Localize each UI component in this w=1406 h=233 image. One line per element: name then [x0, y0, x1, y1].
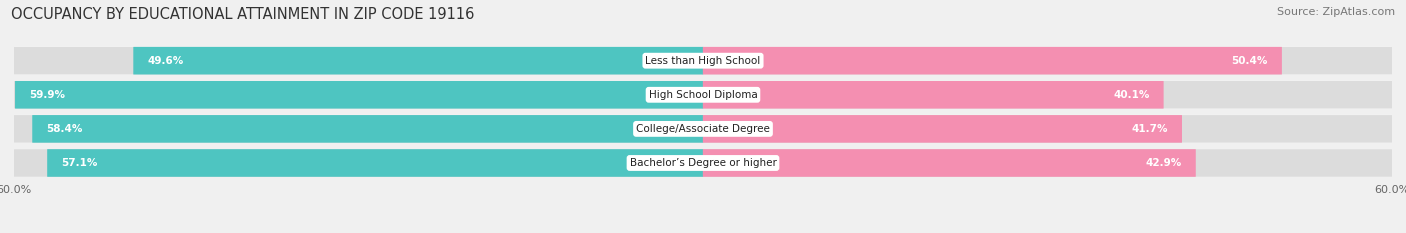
Text: 42.9%: 42.9%: [1146, 158, 1182, 168]
FancyBboxPatch shape: [703, 47, 1282, 75]
FancyBboxPatch shape: [14, 81, 1392, 109]
FancyBboxPatch shape: [703, 115, 1182, 143]
FancyBboxPatch shape: [14, 81, 703, 109]
Text: Less than High School: Less than High School: [645, 56, 761, 66]
FancyBboxPatch shape: [14, 115, 1392, 143]
Text: College/Associate Degree: College/Associate Degree: [636, 124, 770, 134]
FancyBboxPatch shape: [48, 149, 703, 177]
FancyBboxPatch shape: [703, 149, 1195, 177]
FancyBboxPatch shape: [703, 81, 1392, 109]
FancyBboxPatch shape: [703, 47, 1392, 75]
Text: 58.4%: 58.4%: [46, 124, 83, 134]
Text: Source: ZipAtlas.com: Source: ZipAtlas.com: [1277, 7, 1395, 17]
Text: Bachelor’s Degree or higher: Bachelor’s Degree or higher: [630, 158, 776, 168]
FancyBboxPatch shape: [703, 149, 1392, 177]
FancyBboxPatch shape: [14, 47, 703, 75]
Text: OCCUPANCY BY EDUCATIONAL ATTAINMENT IN ZIP CODE 19116: OCCUPANCY BY EDUCATIONAL ATTAINMENT IN Z…: [11, 7, 475, 22]
Text: 59.9%: 59.9%: [30, 90, 65, 100]
Text: 40.1%: 40.1%: [1114, 90, 1150, 100]
FancyBboxPatch shape: [134, 47, 703, 75]
Text: High School Diploma: High School Diploma: [648, 90, 758, 100]
FancyBboxPatch shape: [14, 47, 1392, 75]
FancyBboxPatch shape: [703, 81, 1164, 109]
FancyBboxPatch shape: [32, 115, 703, 143]
FancyBboxPatch shape: [703, 115, 1392, 143]
Text: 57.1%: 57.1%: [60, 158, 97, 168]
FancyBboxPatch shape: [14, 149, 1392, 177]
FancyBboxPatch shape: [14, 115, 703, 143]
FancyBboxPatch shape: [14, 149, 703, 177]
Text: 41.7%: 41.7%: [1132, 124, 1168, 134]
Text: 50.4%: 50.4%: [1232, 56, 1268, 66]
FancyBboxPatch shape: [15, 81, 703, 109]
Text: 49.6%: 49.6%: [148, 56, 184, 66]
